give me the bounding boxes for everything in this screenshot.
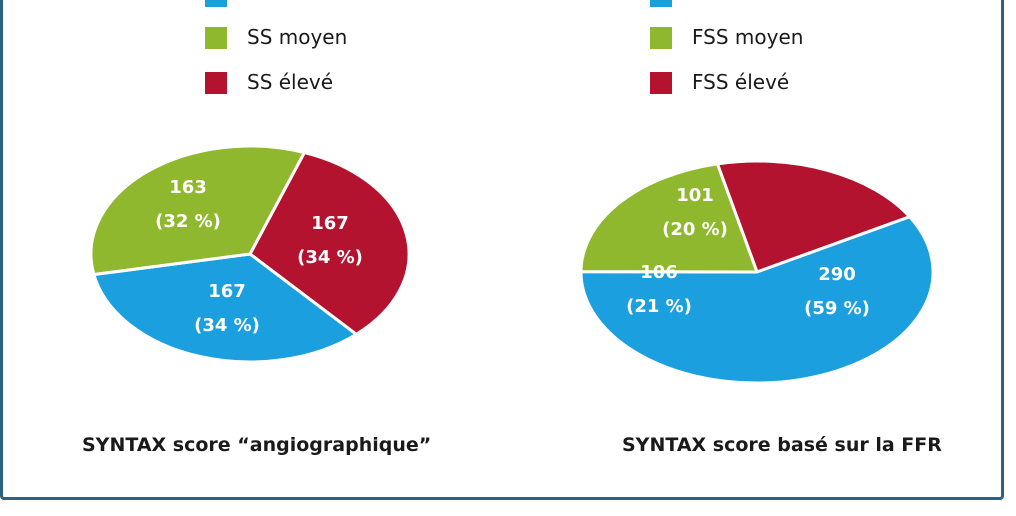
slice-value-label: 163	[169, 177, 207, 198]
pie-slice	[715, 159, 912, 274]
pie-chart-ffr: 101 (20 %) 290 (59 %) 106 (21 %)	[579, 159, 935, 385]
slice-percent-label: (34 %)	[194, 315, 260, 336]
legend-swatch-blue	[650, 0, 672, 7]
pie-slice	[579, 215, 935, 385]
legend-swatch-red	[650, 72, 672, 94]
legend-swatch-green	[205, 27, 227, 49]
slice-value-label: 106	[640, 262, 678, 283]
slice-percent-label: (20 %)	[662, 219, 728, 240]
pie-slice	[248, 151, 411, 336]
legend-label: SS moyen	[247, 25, 348, 49]
legend-swatch-green	[650, 27, 672, 49]
pie-slice	[92, 252, 358, 364]
chart-title-left: SYNTAX score “angiographique”	[82, 434, 432, 456]
figure-frame	[0, 0, 1004, 500]
slice-percent-label: (32 %)	[155, 211, 221, 232]
slice-value-label: 167	[311, 213, 349, 234]
pie-chart-angiographique: 163 (32 %) 167 (34 %) 167 (34 %)	[89, 144, 411, 364]
slice-percent-label: (59 %)	[804, 298, 870, 319]
legend-label: FSS moyen	[692, 25, 804, 49]
slice-percent-label: (21 %)	[626, 296, 692, 317]
legend-swatch-blue	[205, 0, 227, 7]
legend-label: FSS élevé	[692, 70, 790, 94]
slice-value-label: 290	[818, 264, 856, 285]
legend-swatch-red	[205, 72, 227, 94]
slice-percent-label: (34 %)	[297, 247, 363, 268]
slice-value-label: 101	[676, 185, 714, 206]
chart-title-right: SYNTAX score basé sur la FFR	[622, 434, 942, 456]
pie-slice	[579, 162, 759, 274]
slice-value-label: 167	[208, 281, 246, 302]
legend-label: SS élevé	[247, 70, 334, 94]
pie-slice	[89, 144, 306, 277]
